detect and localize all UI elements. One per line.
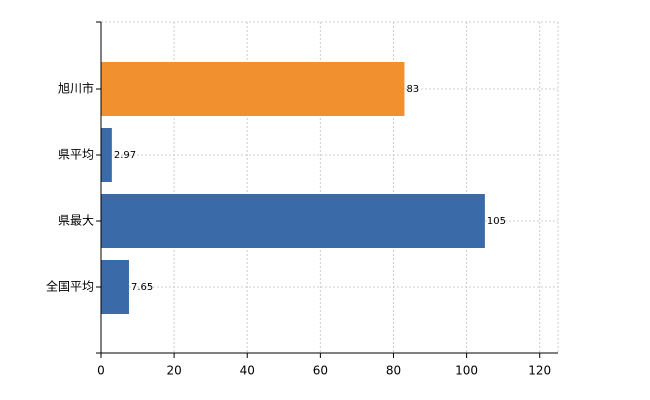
x-tick-label: 0 xyxy=(97,364,105,378)
x-tick-label: 80 xyxy=(386,364,401,378)
x-tick-label: 120 xyxy=(528,364,551,378)
x-tick-label: 100 xyxy=(455,364,478,378)
value-label: 105 xyxy=(487,216,506,227)
value-label: 2.97 xyxy=(114,150,136,161)
x-tick-label: 60 xyxy=(313,364,328,378)
x-tick-label: 40 xyxy=(240,364,255,378)
bar xyxy=(101,194,485,248)
y-tick-label: 全国平均 xyxy=(46,279,94,294)
value-label: 83 xyxy=(406,84,419,95)
bar xyxy=(101,62,405,116)
bar xyxy=(101,128,112,182)
y-tick-label: 県平均 xyxy=(58,148,94,162)
value-label: 7.65 xyxy=(131,282,153,293)
y-tick-label: 旭川市 xyxy=(58,81,94,96)
x-tick-label: 20 xyxy=(166,364,181,378)
y-tick-label: 県最大 xyxy=(58,214,94,228)
bar xyxy=(101,260,129,314)
